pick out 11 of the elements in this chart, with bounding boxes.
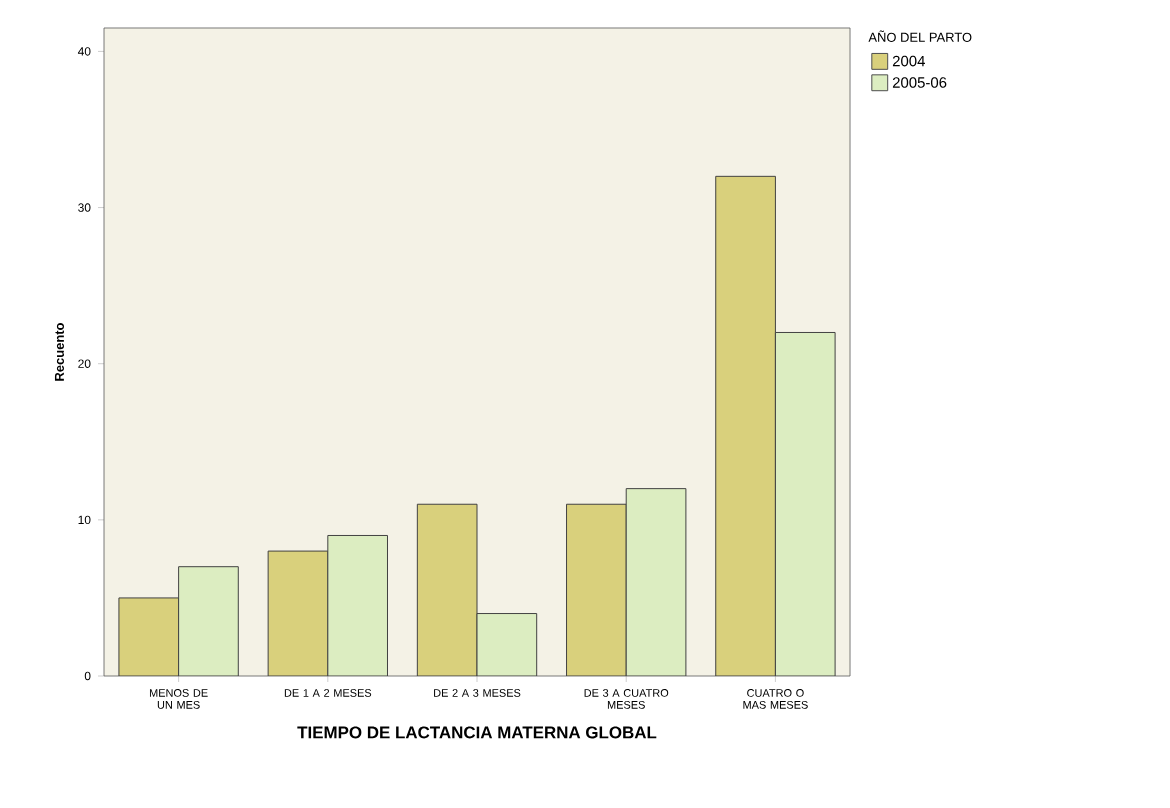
bar xyxy=(118,597,180,676)
bar xyxy=(327,534,388,676)
bar xyxy=(178,566,239,676)
bar xyxy=(267,550,329,676)
x-axis-title: TIEMPO DE LACTANCIA MATERNA GLOBAL xyxy=(297,726,657,739)
bar xyxy=(417,504,478,676)
bar xyxy=(774,331,836,676)
bar xyxy=(477,613,537,676)
bar xyxy=(625,488,687,676)
bar xyxy=(566,503,627,676)
bar xyxy=(715,175,776,676)
